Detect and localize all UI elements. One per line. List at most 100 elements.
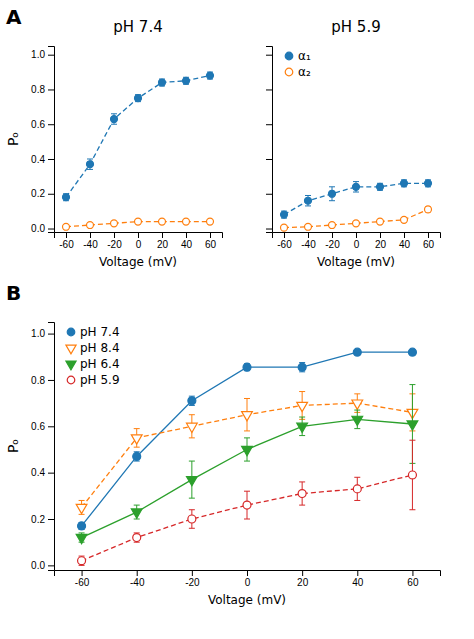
legend-item: α₂	[285, 65, 311, 79]
point	[76, 504, 87, 513]
y-tick-label: 0.6	[31, 421, 45, 432]
y-tick-label: 0.8	[31, 375, 45, 386]
x-tick-mark	[138, 232, 139, 238]
x-tick-mark	[162, 232, 163, 238]
point	[329, 190, 336, 197]
x-tick-mark	[356, 232, 357, 238]
x-tick-mark	[247, 570, 248, 576]
point	[78, 522, 86, 530]
error-bar	[79, 556, 85, 565]
x-tick-mark	[404, 232, 405, 238]
x-tick: -60	[277, 232, 292, 250]
x-tick-mark	[357, 570, 358, 576]
point	[401, 180, 408, 187]
y-tick: 0.2	[31, 188, 54, 199]
error-bar	[135, 95, 141, 102]
error-bar	[134, 533, 140, 542]
legend-symbol	[67, 376, 75, 384]
y-tick-mark	[266, 229, 272, 230]
x-tick: -60	[59, 232, 74, 250]
y-tick: 1.0	[31, 328, 54, 339]
y-tick: 0.6	[31, 421, 54, 432]
y-tick-mark	[266, 89, 272, 90]
title: pH 5.9	[331, 18, 380, 36]
error-bar	[159, 79, 165, 86]
series-line	[284, 183, 428, 214]
y-tick: 0.4	[31, 154, 54, 165]
panel-label: B	[6, 281, 21, 305]
x-tick-label: -40	[301, 239, 316, 250]
y-tick-mark	[48, 473, 54, 474]
point	[353, 183, 360, 190]
y-tick-label: 0.8	[31, 84, 45, 95]
point	[298, 490, 306, 498]
y-tick-mark	[48, 229, 54, 230]
x-tick: -40	[301, 232, 316, 250]
point	[188, 515, 196, 523]
error-bar	[87, 159, 93, 169]
legend: pH 7.4pH 8.4pH 6.4pH 5.9	[66, 325, 120, 387]
x-tick-mark	[137, 570, 138, 576]
x-tick: 40	[181, 232, 193, 250]
point	[243, 363, 251, 371]
y-tick-mark	[48, 380, 54, 381]
series-line	[82, 352, 413, 526]
point	[352, 400, 363, 409]
point	[133, 452, 141, 460]
point	[353, 485, 361, 493]
x-tick: -20	[325, 232, 340, 250]
point	[281, 224, 288, 231]
y-tick-mark	[48, 426, 54, 427]
y-axis	[266, 47, 273, 233]
point	[111, 116, 118, 123]
x-tick-label: -40	[130, 577, 145, 588]
error-bar	[244, 364, 250, 371]
point	[377, 218, 384, 225]
y-tick	[266, 89, 272, 90]
y-axis-title: Pₒ	[5, 439, 21, 453]
y-tick	[266, 229, 272, 230]
y-tick-mark	[48, 124, 54, 125]
point	[131, 509, 142, 518]
y-tick-mark	[48, 519, 54, 520]
x-tick: 60	[407, 570, 419, 588]
y-tick-mark	[266, 194, 272, 195]
x-axis-line	[55, 571, 441, 577]
error-bar	[401, 180, 407, 187]
legend-symbol	[285, 52, 293, 60]
legend-item: pH 5.9	[67, 373, 119, 387]
error-bar	[299, 363, 305, 372]
point	[242, 446, 253, 455]
x-tick-label: 60	[423, 239, 435, 250]
x-tick: -20	[107, 232, 122, 250]
y-tick	[266, 55, 272, 56]
panel: -60-40-2002040600.00.20.40.60.81.0Voltag…	[5, 5, 223, 269]
legend-item: pH 8.4	[66, 341, 120, 355]
y-tick-mark	[266, 55, 272, 56]
point	[425, 180, 432, 187]
point	[159, 79, 166, 86]
x-axis-line	[273, 233, 441, 239]
x-tick-label: -20	[107, 239, 122, 250]
y-axis-line	[48, 47, 55, 233]
y-tick: 0.6	[31, 119, 54, 130]
x-tick-mark	[90, 232, 91, 238]
x-tick-label: 40	[399, 239, 411, 250]
point	[207, 72, 214, 79]
x-tick: -60	[75, 570, 90, 588]
x-axis: -60-40-200204060	[55, 570, 441, 588]
x-axis-title: Voltage (mV)	[208, 593, 286, 607]
point	[63, 194, 70, 201]
x-axis: -60-40-200204060	[273, 232, 441, 250]
x-tick-mark	[192, 570, 193, 576]
error-bar	[329, 187, 335, 201]
point	[352, 416, 363, 425]
x-tick-label: 40	[352, 577, 364, 588]
x-axis-title: Voltage (mV)	[99, 255, 177, 269]
series-line	[82, 475, 413, 561]
y-tick	[266, 194, 272, 195]
x-tick-mark	[302, 570, 303, 576]
x-tick: -20	[185, 570, 200, 588]
x-tick-label: 0	[245, 577, 251, 588]
x-tick: 0	[136, 232, 142, 250]
